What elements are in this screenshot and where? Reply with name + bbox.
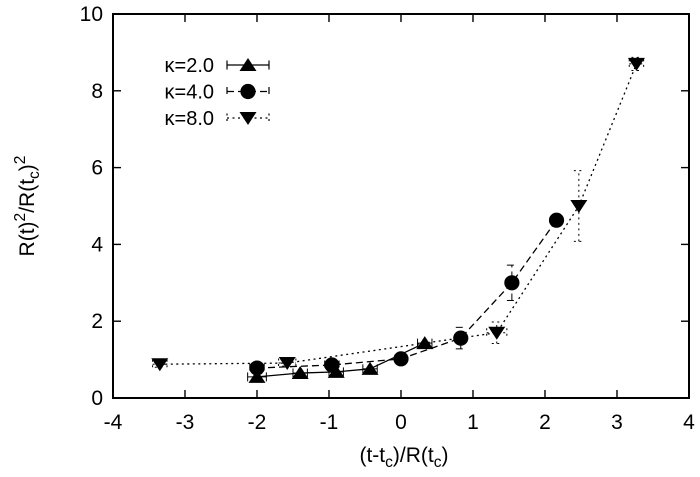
circle-marker (240, 83, 256, 100)
triangle-up-marker (361, 361, 379, 375)
circle-marker (504, 275, 520, 291)
legend-label: κ=4.0 (165, 82, 214, 104)
circle-marker (324, 357, 340, 373)
legend-label: κ=2.0 (165, 55, 214, 77)
triangle-down-marker (151, 358, 169, 372)
triangle-up-marker (248, 369, 266, 383)
triangle-down-marker (570, 200, 588, 213)
circle-marker (548, 212, 565, 228)
x-tick-label: 2 (539, 411, 551, 434)
series-20 (247, 336, 434, 383)
y-tick-label: 8 (91, 80, 103, 103)
triangle-down-marker (239, 112, 257, 125)
y-tick-label: 4 (91, 233, 103, 256)
x-tick-label: -2 (248, 411, 267, 434)
series-80 (151, 56, 645, 372)
y-tick-label: 0 (91, 387, 103, 410)
x-tick-label: 4 (683, 411, 695, 434)
triangle-down-marker (488, 326, 506, 340)
legend-item-20: κ=2.0 (165, 55, 270, 77)
triangle-up-marker (327, 364, 345, 378)
y-tick-label: 2 (91, 310, 103, 333)
triangle-up-marker (416, 336, 434, 350)
x-axis-ticks: -4 -3 -2 -1 0 1 2 3 4 (104, 14, 695, 434)
x-tick-label: 0 (395, 411, 407, 434)
x-axis-label: (t-tc)/R(tc) (359, 444, 448, 471)
legend-item-40: κ=4.0 (165, 82, 270, 104)
x-tick-label: -1 (320, 411, 339, 434)
triangle-down-marker (627, 57, 645, 71)
circle-marker (393, 351, 409, 367)
triangle-down-marker (278, 357, 296, 371)
triangle-up-marker (239, 58, 257, 71)
x-tick-label: 1 (467, 411, 479, 434)
legend-label: κ=8.0 (165, 108, 214, 130)
y-tick-label: 6 (91, 157, 103, 180)
x-tick-label: -4 (104, 411, 123, 434)
triangle-up-marker (291, 366, 309, 380)
legend-item-80: κ=8.0 (165, 108, 270, 130)
y-tick-label: 10 (80, 3, 103, 26)
y-axis-ticks: 0 2 4 6 8 10 (80, 3, 689, 410)
y-axis-label: R(t)2/R(tc)2 (12, 156, 43, 257)
circle-marker (249, 360, 265, 376)
x-tick-label: -3 (176, 411, 195, 434)
x-tick-label: 3 (611, 411, 623, 434)
legend: κ=2.0 κ=4.0 κ=8.0 (165, 55, 270, 130)
